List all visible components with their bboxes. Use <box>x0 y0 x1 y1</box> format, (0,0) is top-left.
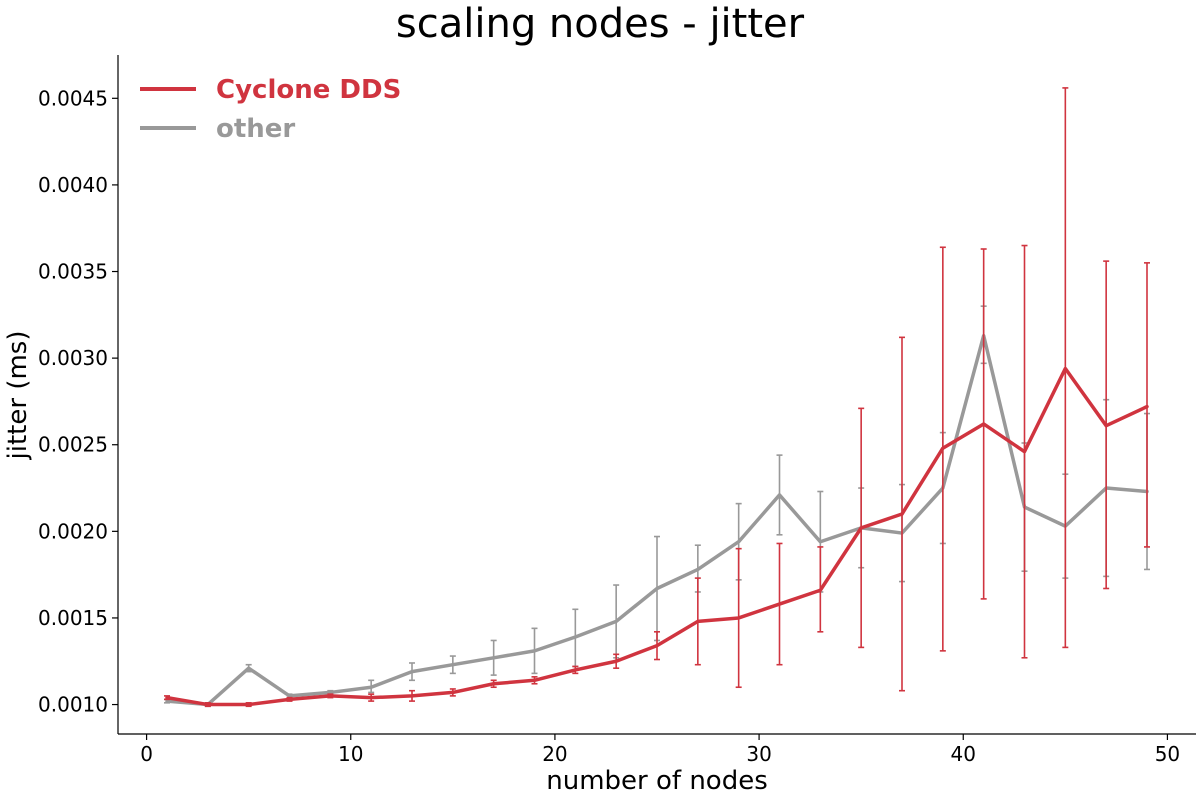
y-tick-label: 0.0040 <box>38 173 108 197</box>
y-tick-label: 0.0035 <box>38 260 108 284</box>
x-tick-label: 0 <box>140 742 153 766</box>
x-tick-label: 20 <box>542 742 567 766</box>
x-tick-label: 30 <box>746 742 771 766</box>
x-axis-ticks: 0 10 20 30 40 50 <box>140 734 1180 766</box>
x-tick-label: 10 <box>338 742 363 766</box>
plot-area <box>164 87 1150 708</box>
y-tick-label: 0.0045 <box>38 86 108 110</box>
legend: Cyclone DDS other <box>140 75 401 144</box>
chart-title: scaling nodes - jitter <box>396 1 805 47</box>
y-axis-ticks: 0.0010 0.0015 0.0020 0.0025 0.0030 0.0035 0.00… <box>38 86 118 717</box>
y-tick-label: 0.0010 <box>38 693 108 717</box>
y-tick-label: 0.0015 <box>38 606 108 630</box>
y-tick-label: 0.0020 <box>38 519 108 543</box>
series-line-cyclone-dds <box>165 366 1149 707</box>
legend-item: other <box>140 114 295 144</box>
series-cyclone-dds <box>164 87 1150 708</box>
y-tick-label: 0.0030 <box>38 346 108 370</box>
y-axis-label: jitter (ms) <box>3 331 33 461</box>
legend-item: Cyclone DDS <box>140 75 401 105</box>
x-axis-label: number of nodes <box>546 766 768 796</box>
y-tick-label: 0.0025 <box>38 433 108 457</box>
x-tick-label: 50 <box>1155 742 1180 766</box>
x-tick-label: 40 <box>951 742 976 766</box>
legend-label: Cyclone DDS <box>216 75 401 105</box>
legend-label: other <box>216 114 295 144</box>
